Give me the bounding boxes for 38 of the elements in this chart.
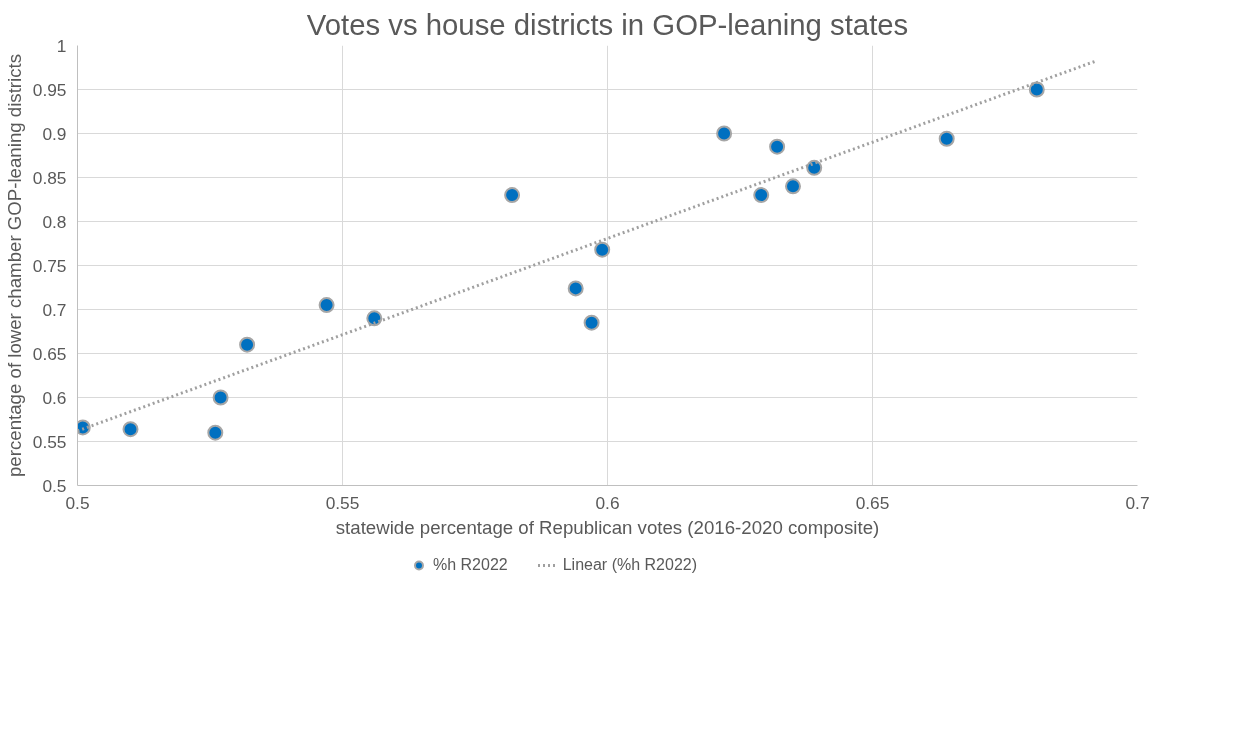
point	[716, 125, 733, 142]
y-tick-label: 0.6	[42, 387, 67, 408]
x-tick-label: 0.55	[325, 492, 360, 513]
y-tick-label: 0.95	[32, 79, 67, 100]
point	[753, 187, 770, 204]
x-tick-label: 0.7	[1125, 492, 1150, 513]
y-tick-label: 0.65	[32, 343, 67, 364]
point	[207, 424, 224, 441]
legend-label: Linear (%h R2022)	[562, 556, 698, 574]
y-tick-label: 0.9	[42, 123, 67, 144]
point	[212, 389, 229, 406]
point	[938, 130, 955, 147]
point	[1028, 81, 1045, 98]
y-tick-label: 0.85	[32, 167, 67, 188]
point	[239, 336, 256, 353]
y-tick-label: 0.75	[32, 255, 67, 276]
y-tick-label: 0.8	[42, 211, 67, 232]
point	[769, 138, 786, 155]
point	[504, 187, 521, 204]
point	[785, 178, 801, 195]
y-tick-label: 0.5	[42, 475, 67, 496]
x-axis-title: statewide percentage of Republican votes (2016-2020 composite)	[335, 516, 880, 538]
x-tick-label: 0.5	[65, 492, 90, 513]
point	[122, 421, 139, 438]
x-tick-label: 0.65	[855, 492, 890, 513]
y-tick-label: 0.7	[42, 299, 67, 320]
point	[567, 280, 584, 297]
point	[583, 314, 600, 331]
y-tick-label: 0.55	[32, 431, 67, 452]
point	[318, 297, 335, 314]
y-tick-label: 1	[56, 35, 67, 56]
y-axis-title: percentage of lower chamber GOP-leaning districts	[3, 53, 25, 478]
legend-label: %h R2022	[432, 556, 508, 574]
x-tick-label: 0.6	[595, 492, 620, 513]
point	[594, 241, 611, 258]
chart-title: Votes vs house districts in GOP-leaning states	[306, 7, 909, 41]
point	[806, 159, 823, 176]
point	[366, 310, 383, 327]
